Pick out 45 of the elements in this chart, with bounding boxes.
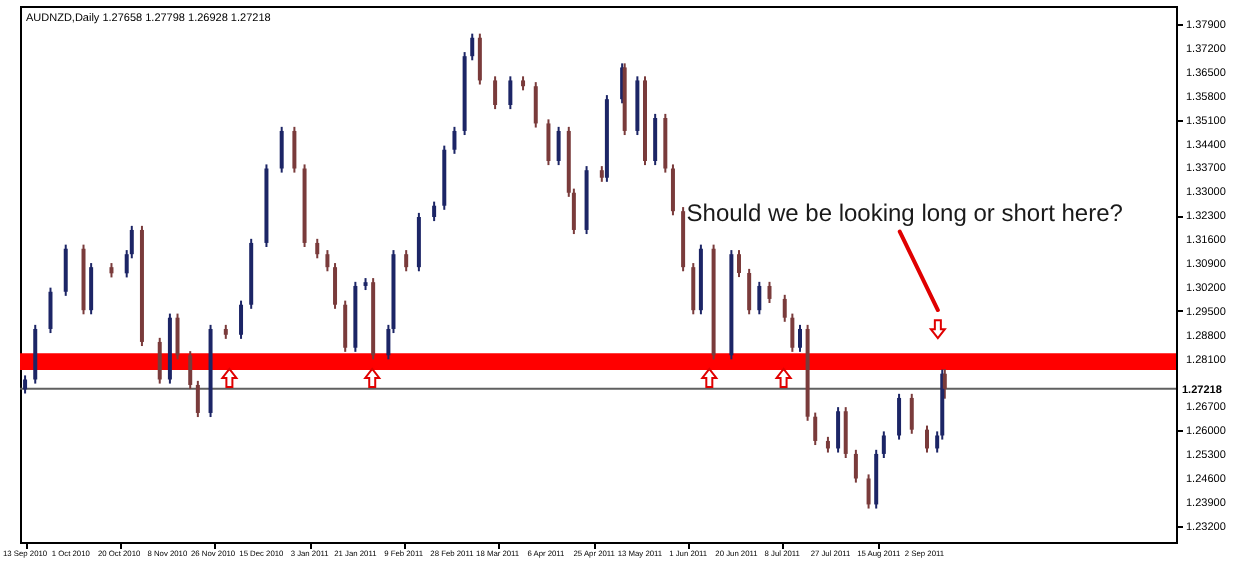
candlestick xyxy=(48,286,53,335)
candlestick xyxy=(691,262,696,316)
candlestick xyxy=(239,299,244,340)
candlestick xyxy=(432,200,437,223)
candlestick xyxy=(477,32,482,86)
candlestick xyxy=(343,299,348,353)
candlestick xyxy=(23,374,28,395)
candlestick xyxy=(782,293,787,323)
candlestick xyxy=(843,406,848,460)
candlestick xyxy=(747,267,752,316)
candlestick xyxy=(737,249,742,279)
candlestick xyxy=(404,249,409,273)
candlestick xyxy=(653,112,658,167)
candlestick xyxy=(452,125,457,155)
candlestick xyxy=(157,336,162,385)
candlestick xyxy=(188,350,193,391)
candlestick xyxy=(546,118,551,167)
candlestick xyxy=(853,448,858,484)
candlestick xyxy=(470,32,475,62)
candlestick xyxy=(836,406,841,454)
annotation: Should we be looking long or short here? xyxy=(686,198,1124,227)
candlestick xyxy=(279,125,284,174)
candlestick xyxy=(790,312,795,353)
candlestick xyxy=(813,411,818,447)
candlestick xyxy=(508,75,513,111)
candlestick xyxy=(292,125,297,174)
candlestick xyxy=(89,262,94,316)
candlestick xyxy=(757,280,762,316)
candlestick xyxy=(333,262,338,310)
candlestick xyxy=(897,392,902,441)
candlestick xyxy=(315,237,320,260)
candlestick xyxy=(767,280,772,305)
candlestick xyxy=(925,424,930,454)
candlestick xyxy=(195,379,200,419)
candlestick xyxy=(63,243,68,297)
candlestick xyxy=(881,430,886,460)
candlestick xyxy=(556,125,561,167)
candlestick xyxy=(866,473,871,510)
candlestick xyxy=(797,323,802,353)
candlestick xyxy=(325,249,330,273)
candlestick xyxy=(175,312,180,361)
candlestick xyxy=(670,163,675,217)
candlestick xyxy=(533,81,538,129)
candlestick xyxy=(909,392,914,435)
candlestick xyxy=(493,75,498,111)
